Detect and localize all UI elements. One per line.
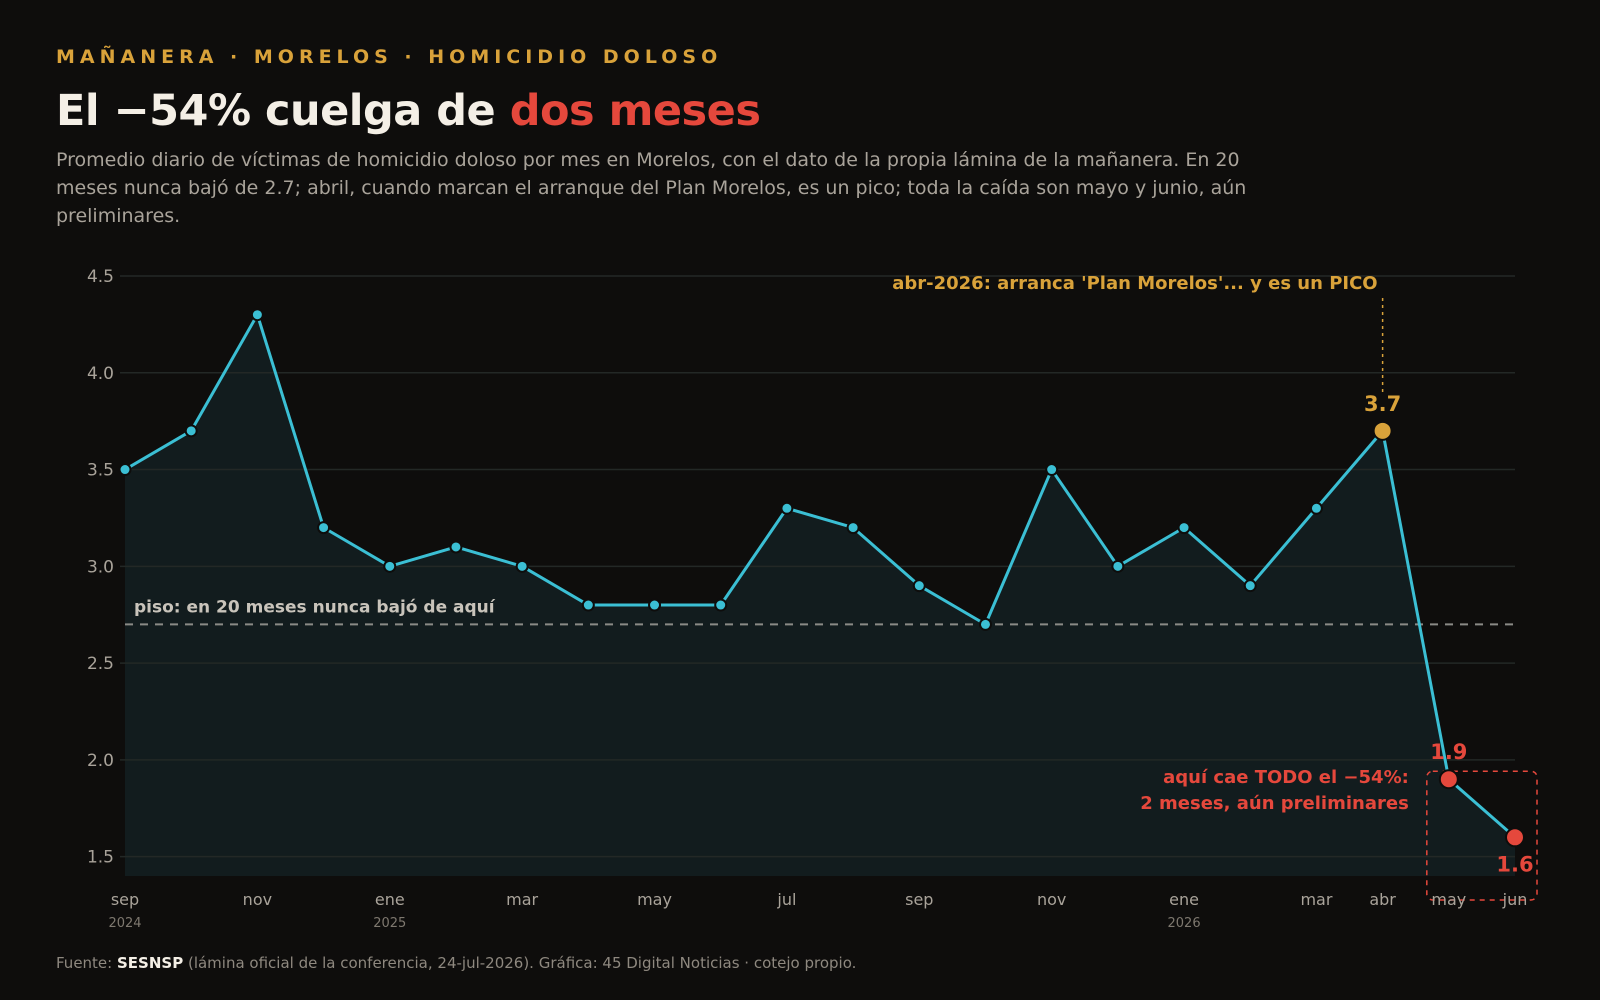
data-point (846, 521, 860, 535)
data-point (449, 540, 463, 554)
drop-value-label: 1.6 (1496, 852, 1533, 876)
y-tick-label: 2.0 (87, 751, 114, 771)
drop-value-label: 1.9 (1430, 740, 1467, 764)
data-point (581, 598, 595, 612)
x-tick-year: 2025 (373, 916, 406, 931)
x-tick-month: jun (1502, 890, 1528, 909)
x-tick-month: sep (111, 890, 139, 909)
title-highlight-text: dos meses (509, 86, 761, 136)
y-tick-label: 4.0 (87, 364, 114, 384)
data-point (978, 617, 992, 631)
y-tick-label: 4.5 (87, 267, 114, 287)
x-tick-year: 2026 (1168, 916, 1201, 931)
chart-kicker: MAÑANERA · MORELOS · HOMICIDIO DOLOSO (56, 46, 723, 68)
x-tick-year: 2024 (108, 916, 141, 931)
data-point (648, 598, 662, 612)
drop-annotation-line: aquí cae TODO el −54%: (1163, 767, 1409, 788)
drop-point (1438, 769, 1459, 790)
series-line (124, 313, 1516, 839)
x-tick-month: may (1431, 890, 1466, 909)
chart-subtitle: Promedio diario de víctimas de homicidio… (56, 149, 1247, 227)
y-tick-label: 3.5 (87, 461, 114, 481)
data-point (1045, 463, 1059, 477)
floor-label: piso: en 20 meses nunca bajó de aquí (134, 597, 496, 617)
data-point (1309, 501, 1323, 515)
x-tick-month: may (637, 890, 672, 909)
area-fill (125, 314, 1515, 876)
data-point (184, 424, 198, 438)
source-prefix: Fuente: (56, 954, 117, 972)
data-point (912, 579, 926, 593)
source-name: SESNSP (116, 954, 184, 972)
x-tick-month: sep (905, 890, 933, 909)
data-point (1111, 559, 1125, 573)
data-point (118, 463, 132, 477)
peak-point (1372, 420, 1393, 441)
chart-title: El −54% cuelga de dos meses (56, 86, 761, 136)
x-tick-month: nov (243, 890, 272, 909)
x-tick-month: abr (1369, 890, 1396, 909)
x-tick-month: mar (1300, 890, 1332, 909)
x-tick-month: ene (375, 890, 405, 909)
data-point (1243, 579, 1257, 593)
peak-value-label: 3.7 (1364, 392, 1401, 416)
peak-annotation: abr-2026: arranca 'Plan Morelos'... y es… (892, 273, 1377, 294)
x-tick-month: nov (1037, 890, 1066, 909)
data-point (714, 598, 728, 612)
title-main-text: El −54% cuelga de (56, 86, 510, 136)
x-tick-month: jul (776, 890, 796, 909)
x-tick-month: mar (506, 890, 538, 909)
y-tick-label: 3.0 (87, 557, 114, 577)
data-point (780, 501, 794, 515)
y-tick-label: 1.5 (87, 848, 114, 868)
drop-annotation-line: 2 meses, aún preliminares (1140, 793, 1409, 814)
data-point (317, 521, 331, 535)
drop-highlight-box (1426, 770, 1538, 901)
data-point (1177, 521, 1191, 535)
data-point (515, 559, 529, 573)
data-point (250, 308, 264, 322)
data-point (383, 559, 397, 573)
y-tick-label: 2.5 (87, 654, 114, 674)
source-note: Fuente: SESNSP (lámina oficial de la con… (56, 954, 856, 972)
x-tick-month: ene (1169, 890, 1199, 909)
source-rest: (lámina oficial de la conferencia, 24-ju… (183, 954, 857, 972)
drop-point (1505, 827, 1525, 848)
